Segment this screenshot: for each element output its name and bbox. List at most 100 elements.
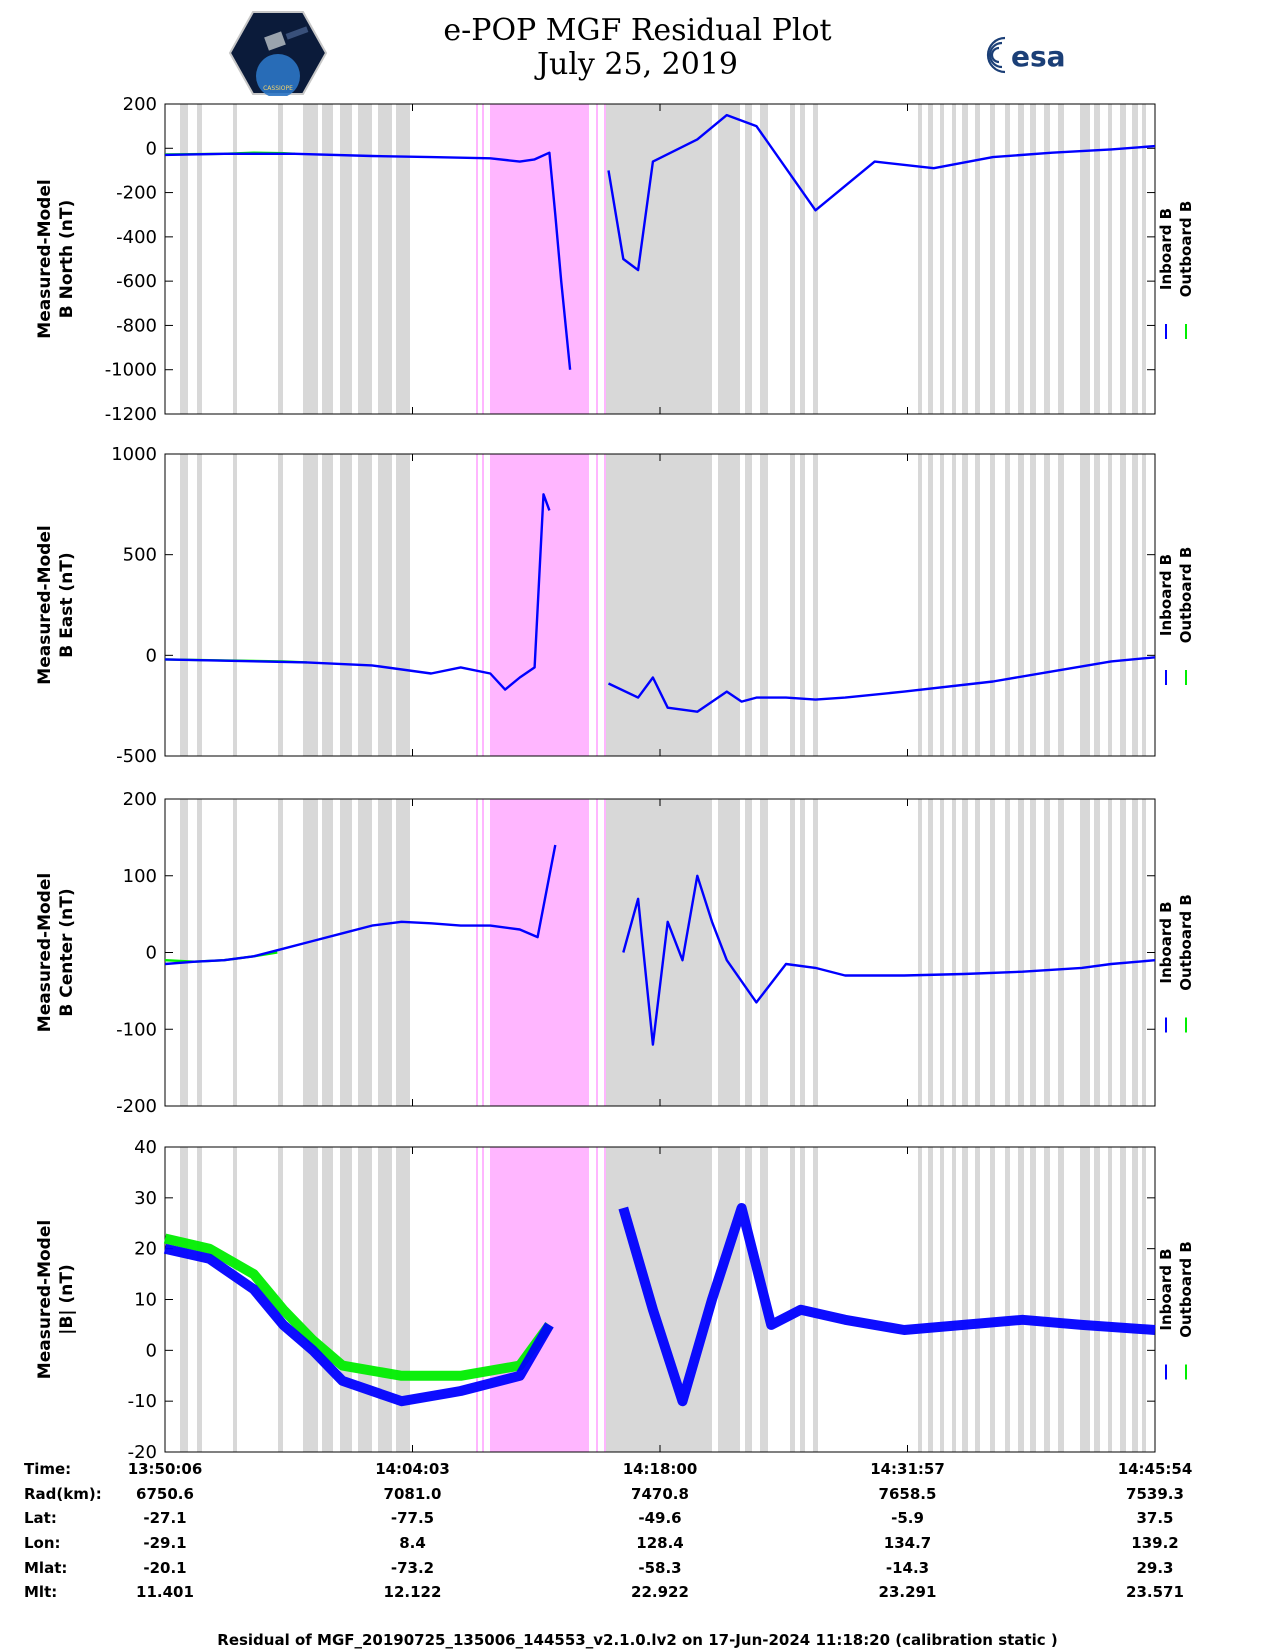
gap-stripe [396, 1147, 410, 1452]
special-region [490, 454, 589, 756]
y-tick-label: 500 [123, 545, 157, 566]
gap-stripe [928, 104, 933, 414]
gap-stripe [322, 454, 333, 756]
gap-stripe [322, 1147, 333, 1452]
table-cell-time: 14:45:54 [1117, 1460, 1193, 1478]
legend: Inboard B Outboard B [1157, 894, 1195, 1033]
table-row-label: Mlt: [24, 1583, 58, 1601]
gap-stripe [396, 454, 410, 756]
gap-stripe [197, 104, 202, 414]
series-inboard [164, 113, 1156, 370]
gap-stripe [1080, 104, 1090, 414]
table-cell-mlt: 11.401 [136, 1583, 194, 1601]
gap-stripe [1132, 1147, 1138, 1452]
gap-stripe [1018, 799, 1024, 1106]
gap-stripe [180, 454, 188, 756]
table-cell-mlt: 22.922 [631, 1583, 689, 1601]
special-stripe [476, 104, 478, 414]
y-tick-label: -600 [116, 271, 157, 292]
gap-stripe [962, 454, 968, 756]
esa-logo: esa [986, 36, 1066, 74]
gap-stripe [1005, 104, 1010, 414]
y-axis-label: Measured-Model B East (nT) [35, 525, 77, 684]
data-gap-shading [180, 799, 1146, 1106]
gap-stripe [1120, 454, 1126, 756]
chart-title: e-POP MGF Residual Plot July 25, 2019 [0, 14, 1275, 82]
legend-inboard-label: Inboard B [1157, 1248, 1175, 1330]
gap-stripe [928, 454, 933, 756]
gap-stripe [975, 1147, 980, 1452]
legend-outboard-label: Outboard B [1177, 547, 1195, 644]
table-row-label: Time: [24, 1460, 72, 1478]
table-cell-mlt: 12.122 [383, 1583, 442, 1601]
gap-stripe [928, 1147, 933, 1452]
gap-stripe [718, 799, 740, 1106]
gap-stripe [940, 799, 944, 1106]
y-tick-label: 0 [146, 645, 157, 666]
gap-stripe [378, 454, 392, 756]
gap-stripe [1094, 1147, 1100, 1452]
y-tick-label: 30 [134, 1188, 157, 1209]
special-stripe [604, 1147, 606, 1452]
gap-stripe [1005, 454, 1010, 756]
data-gap-shading [180, 104, 1146, 414]
gap-stripe [1058, 1147, 1064, 1452]
panel-total: 40 30 20 10 0 -10 -20 Measured-Model |B| (nT) Inb… [35, 1137, 1195, 1463]
gap-stripe [1120, 104, 1126, 414]
gap-stripe [340, 1147, 352, 1452]
data-gap-shading [180, 1147, 1146, 1452]
y-tick-label: -20 [128, 1442, 157, 1463]
y-tick-label: 200 [123, 94, 157, 115]
gap-stripe [1120, 799, 1126, 1106]
gap-stripe [975, 454, 980, 756]
gap-stripe [952, 799, 956, 1106]
gap-region [605, 104, 710, 414]
gap-stripe [990, 799, 995, 1106]
table-cell-lon: 8.4 [399, 1534, 426, 1552]
special-stripe [596, 799, 598, 1106]
gap-stripe [918, 1147, 922, 1452]
gap-stripe [962, 1147, 968, 1452]
gap-stripe [322, 104, 333, 414]
legend-outboard-label: Outboard B [1177, 201, 1195, 298]
gap-stripe [378, 799, 392, 1106]
gap-stripe [940, 454, 944, 756]
special-region [490, 1147, 589, 1452]
gap-region [605, 799, 710, 1106]
legend-outboard-label: Outboard B [1177, 894, 1195, 991]
gap-stripe [233, 454, 237, 756]
cassiope-mission-logo: CASSIOPE [228, 11, 328, 96]
panel-center: 200 100 0 -100 -200 Measured-Model B Center (n… [35, 789, 1195, 1117]
y-tick-label: 100 [123, 866, 157, 887]
special-region [490, 799, 589, 1106]
y-tick-label: -100 [116, 1019, 157, 1040]
gap-stripe [197, 1147, 202, 1452]
gap-stripe [378, 1147, 392, 1452]
panel-north: 200 0 -200 -400 -600 -800 -1000 -1200 Measured-M… [35, 94, 1195, 425]
y-axis-label: Measured-Model B North (nT) [35, 179, 77, 338]
legend-outboard-label: Outboard B [1177, 1241, 1195, 1338]
gap-stripe [1120, 1147, 1126, 1452]
title-line-1: e-POP MGF Residual Plot [443, 13, 832, 48]
gap-stripe [718, 454, 740, 756]
gap-stripe [1132, 104, 1138, 414]
gap-stripe [278, 104, 283, 414]
special-region [490, 104, 589, 414]
y-tick-label: 0 [146, 138, 157, 159]
y-axis-label: Measured-Model B Center (nT) [35, 873, 77, 1032]
gap-stripe [975, 799, 980, 1106]
gap-stripe [1030, 799, 1036, 1106]
gap-stripe [278, 799, 283, 1106]
gap-stripe [1030, 1147, 1036, 1452]
gap-stripe [790, 799, 795, 1106]
gap-stripe [197, 454, 202, 756]
gap-stripe [340, 454, 352, 756]
y-tick-label: 10 [134, 1290, 157, 1311]
series-inboard [164, 844, 1156, 1046]
legend: Inboard B Outboard B [1157, 201, 1195, 339]
table-cell-lat: -5.9 [891, 1509, 924, 1527]
legend: Inboard B Outboard B [1157, 1241, 1195, 1380]
gap-stripe [1018, 454, 1024, 756]
special-stripe [476, 799, 478, 1106]
